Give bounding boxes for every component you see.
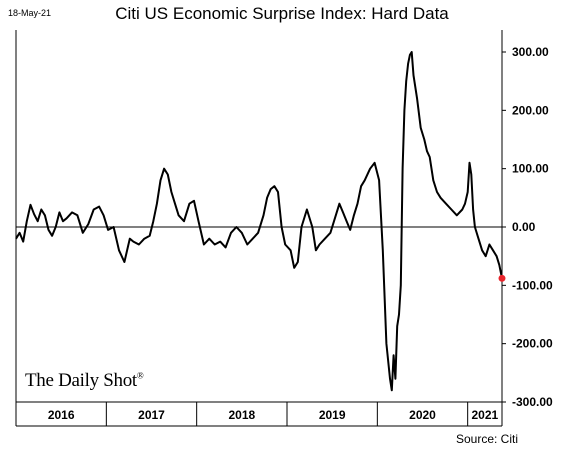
y-tick-label: -200.00 <box>512 337 553 351</box>
y-tick-label: 300.00 <box>512 45 549 59</box>
x-tick-label: 2016 <box>48 408 75 422</box>
y-tick-label: 100.00 <box>512 162 549 176</box>
x-axis: 2016 2017 2018 2019 2020 2021 <box>48 402 499 426</box>
date-label: 18-May-21 <box>8 8 52 18</box>
brand-logo: The Daily Shot® <box>25 370 144 391</box>
y-tick-label: -300.00 <box>512 395 553 409</box>
y-tick-label: 200.00 <box>512 103 549 117</box>
x-tick-label: 2019 <box>319 408 346 422</box>
registered-mark-icon: ® <box>136 370 144 381</box>
source-label: Source: Citi <box>455 432 518 446</box>
plot-frame <box>15 30 503 427</box>
y-tick-label: -100.00 <box>512 278 553 292</box>
series-line <box>15 51 503 392</box>
last-point-marker <box>498 274 506 282</box>
chart-title: Citi US Economic Surprise Index: Hard Da… <box>115 4 449 23</box>
y-tick-label: 0.00 <box>512 220 536 234</box>
x-tick-label: 2017 <box>138 408 165 422</box>
x-tick-label: 2018 <box>228 408 255 422</box>
x-tick-label: 2021 <box>471 408 498 422</box>
y-axis: 300.00 200.00 100.00 0.00 -100.00 -200.00 -300… <box>502 45 553 409</box>
x-tick-label: 2020 <box>409 408 436 422</box>
series-group <box>15 51 506 392</box>
